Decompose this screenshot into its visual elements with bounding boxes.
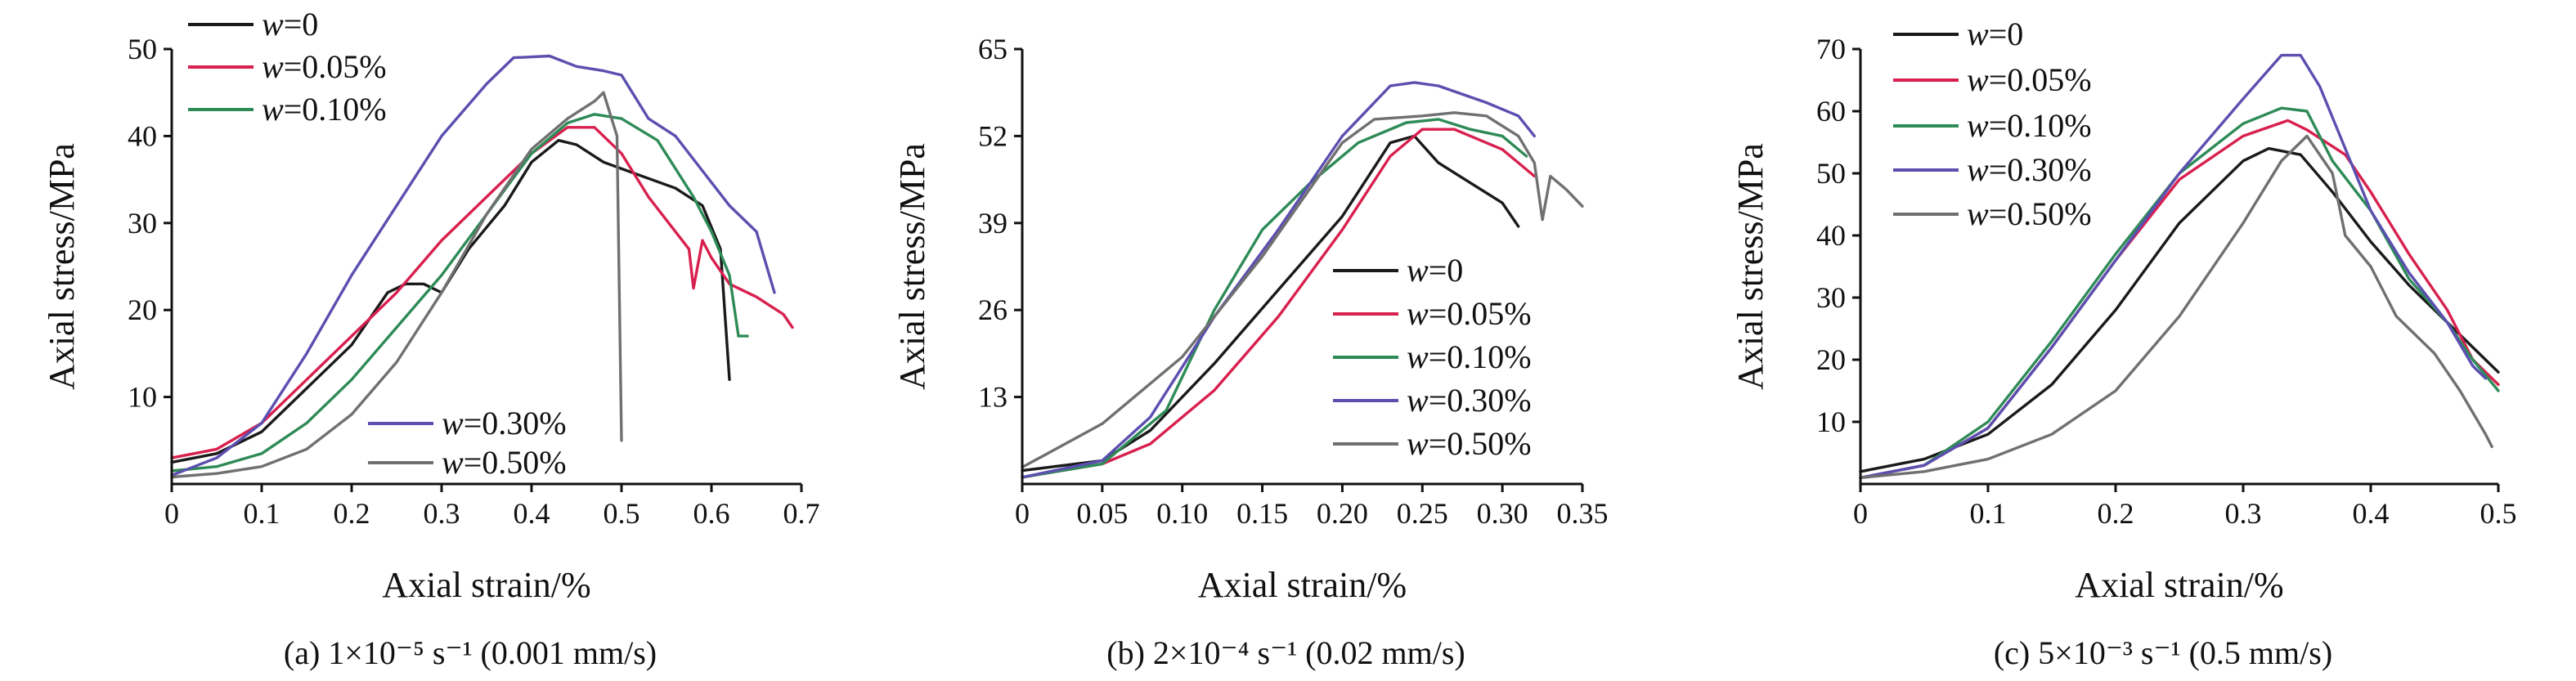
legend-label: w=0.50% [442,444,567,481]
legend-label: w=0.30% [1407,382,1532,419]
series-line-w030 [1021,81,1536,479]
x-tick-label: 0.3 [2225,497,2262,530]
y-tick-label: 10 [128,381,157,414]
legend-label: w=0.10% [1407,338,1532,375]
y-tick-label: 30 [128,207,157,240]
series-line-w0 [170,139,731,464]
y-tick-label: 50 [128,33,157,65]
x-tick-label: 0.7 [783,497,820,530]
x-tick-label: 0.5 [604,497,640,530]
x-tick-label: 0.35 [1557,497,1609,530]
y-axis-label: Axial stress/MPa [42,143,82,390]
y-axis-label: Axial stress/MPa [1730,143,1770,390]
x-tick-label: 0 [164,497,179,530]
x-tick-label: 0.1 [1970,497,2007,530]
legend-label: w=0.10% [262,91,387,128]
x-tick-label: 0.05 [1076,497,1128,530]
x-axis-label: Axial strain/% [382,565,590,605]
x-tick-label: 0.3 [424,497,460,530]
series-line-w010 [1021,118,1528,479]
legend-label: w=0.10% [1967,107,2092,144]
x-tick-label: 0.4 [514,497,550,530]
series-line-w005 [1021,128,1536,479]
y-tick-label: 20 [1816,343,1846,376]
y-tick-label: 13 [978,381,1008,414]
legend-label: w=0.05% [262,48,387,85]
series-line-w0 [1859,146,2500,473]
series-line-w030 [1859,53,2488,480]
series-line-w030 [170,54,776,477]
x-tick-label: 0.30 [1477,497,1528,530]
series-line-w010 [1859,106,2500,480]
y-tick-label: 40 [128,119,157,152]
y-axis-label: Axial stress/MPa [892,143,932,390]
y-tick-label: 26 [978,293,1008,326]
y-tick-label: 50 [1816,157,1846,190]
x-tick-label: 0.5 [2480,497,2517,530]
series-line-w050 [1021,111,1584,469]
y-tick-label: 52 [978,119,1008,152]
legend-label: w=0 [1407,252,1463,289]
x-tick-label: 0.6 [693,497,730,530]
series-line-w010 [170,113,749,473]
y-tick-label: 10 [1816,405,1846,438]
legend-label: w=0 [1967,16,2023,52]
x-tick-label: 0.1 [244,497,280,530]
chart-caption: (c) 5×10⁻³ s⁻¹ (0.5 mm/s) [1994,634,2332,671]
y-tick-label: 65 [978,33,1008,65]
y-tick-label: 40 [1816,219,1846,252]
legend-label: w=0.30% [442,405,567,441]
legend-label: w=0.50% [1407,425,1532,462]
series-line-w0 [1021,134,1520,473]
x-tick-label: 0.2 [2098,497,2134,530]
x-tick-label: 0.2 [334,497,370,530]
y-tick-label: 20 [128,293,157,326]
x-tick-label: 0.10 [1156,497,1208,530]
x-tick-label: 0 [1853,497,1868,530]
chart-caption: (b) 2×10⁻⁴ s⁻¹ (0.02 mm/s) [1106,634,1465,671]
legend-label: w=0.05% [1967,61,2092,98]
legend-label: w=0.50% [1967,195,2092,232]
chart-panel-c: 0 0.1 0.2 0.3 0.4 0.5 10 20 30 40 50 60 70 w=0 w=0.05… [1730,16,2517,671]
y-tick-label: 30 [1816,281,1846,314]
y-tick-label: 60 [1816,95,1846,128]
x-tick-label: 0.15 [1236,497,1288,530]
chart-panel-b: 0 0.05 0.10 0.15 0.20 0.25 0.30 0.351326395265 … [892,33,1609,671]
x-axis-label: Axial strain/% [2075,565,2283,605]
series-line-w050 [170,91,623,479]
x-axis-label: Axial strain/% [1198,565,1407,605]
x-tick-label: 0 [1015,497,1030,530]
x-tick-label: 0.25 [1397,497,1448,530]
chart-panel-a: 0 0.1 0.2 0.3 0.4 0.5 0.6 0.7 10 20 30 40 50 w=0 w=0.… [42,6,820,671]
series-line-w005 [170,126,794,459]
legend-label: w=0 [262,6,318,43]
legend-label: w=0.30% [1967,151,2092,188]
x-tick-label: 0.20 [1317,497,1368,530]
x-tick-label: 0.4 [2353,497,2390,530]
chart-caption: (a) 1×10⁻⁵ s⁻¹ (0.001 mm/s) [284,634,657,671]
y-tick-label: 70 [1816,33,1846,65]
y-tick-label: 39 [978,207,1008,240]
legend-label: w=0.05% [1407,295,1532,332]
series-line-w050 [1859,134,2493,480]
